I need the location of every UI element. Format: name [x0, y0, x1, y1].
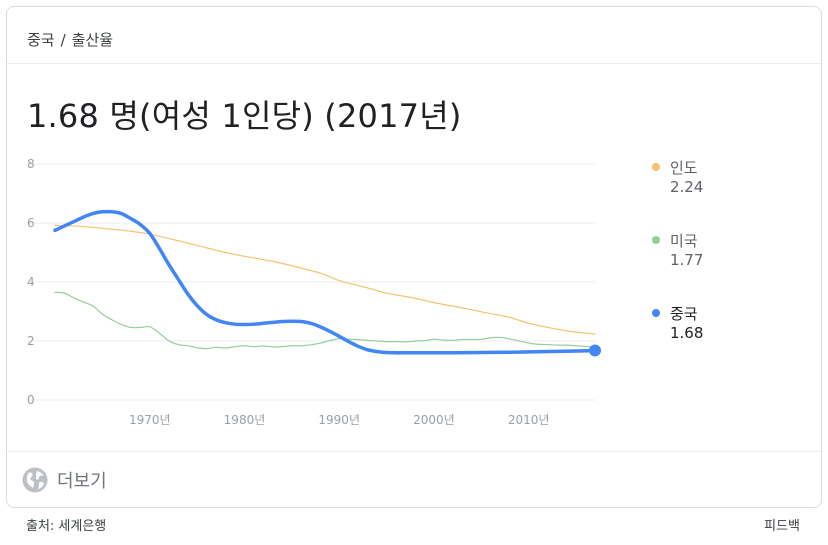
x-tick-label: 2010년 [508, 413, 550, 427]
legend-value-usa: 1.77 [670, 251, 704, 269]
headline-value: 1.68 명(여성 1인당) (2017년) [27, 97, 462, 135]
legend-dot-usa [652, 236, 660, 244]
globe-icon [22, 467, 48, 493]
series-line-india [54, 224, 596, 335]
y-tick-label: 6 [27, 216, 35, 230]
legend-value-china: 1.68 [670, 324, 704, 342]
y-tick-label: 2 [27, 334, 35, 348]
breadcrumb-separator: / [60, 31, 66, 49]
header-divider [7, 63, 821, 64]
fertility-line-chart[interactable]: 0 2 4 6 8 1970년 1980년 1990년 2000년 2010년 [7, 7, 821, 447]
legend-name-china: 중국 [670, 305, 698, 323]
feedback-link[interactable]: 피드백 [764, 519, 800, 534]
series-line-usa [54, 291, 596, 350]
x-tick-label: 2000년 [413, 413, 455, 427]
legend-name-india: 인도 [670, 159, 698, 177]
y-tick-label: 8 [27, 157, 35, 171]
breadcrumb-current: 출산율 [71, 31, 114, 49]
y-tick-label: 0 [27, 393, 35, 407]
breadcrumb-country-link[interactable]: 중국 [27, 31, 55, 49]
legend-value-india: 2.24 [670, 178, 704, 196]
x-tick-label: 1970년 [129, 413, 171, 427]
y-tick-label: 4 [27, 275, 35, 289]
footer-divider [7, 451, 821, 452]
legend-name-usa: 미국 [670, 232, 698, 250]
more-button[interactable]: 더보기 [21, 465, 107, 495]
more-label: 더보기 [57, 471, 107, 492]
x-tick-label: 1990년 [318, 413, 360, 427]
breadcrumb: 중국 / 출산율 [27, 29, 113, 50]
source-attribution[interactable]: 출처: 세계은행 [26, 519, 107, 534]
series-line-china [53, 209, 597, 355]
knowledge-card: 중국 / 출산율 1.68 명(여성 1인당) (2017년) 0 2 4 6 8 1970년… [6, 6, 822, 508]
legend-dot-india [652, 163, 660, 171]
china-endpoint-marker [589, 344, 601, 357]
x-tick-label: 1980년 [224, 413, 266, 427]
legend-dot-china [652, 309, 660, 317]
